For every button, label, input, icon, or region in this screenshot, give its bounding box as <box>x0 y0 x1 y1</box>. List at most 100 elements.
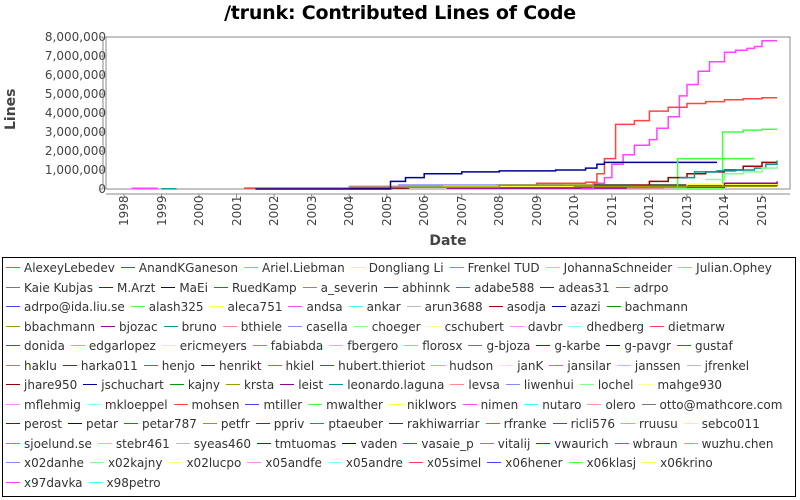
legend-swatch-icon <box>6 462 20 463</box>
legend-swatch-icon <box>83 384 98 385</box>
legend-item: sebco011 <box>683 417 760 431</box>
legend-row: AlexeyLebedev AnandKGaneson Ariel.Liebman D… <box>6 261 778 281</box>
legend-label: janssen <box>634 358 681 373</box>
legend-item: adrpo <box>615 281 668 295</box>
legend-swatch-icon <box>488 306 503 307</box>
y-tick-label: 1,000,000 <box>44 163 106 177</box>
legend-label: adabe588 <box>474 280 535 295</box>
legend-item: x05simel <box>408 456 481 470</box>
legend-swatch-icon <box>173 403 188 405</box>
legend-label: perost <box>24 417 62 431</box>
legend-label: sjoelund.se <box>24 436 92 451</box>
legend-swatch-icon <box>6 306 20 307</box>
legend-label: gustaf <box>694 339 733 353</box>
x-tick-label: 2011 <box>604 195 619 226</box>
legend-label: asodja <box>506 300 546 314</box>
legend-swatch-icon <box>169 384 184 385</box>
legend-item: ankar <box>348 300 401 314</box>
legend-swatch-icon <box>6 384 20 385</box>
legend-label: vasaie_p <box>421 436 474 451</box>
legend-swatch-icon <box>509 325 524 327</box>
legend-swatch-icon <box>329 384 344 385</box>
legend-item: azazi <box>551 300 601 314</box>
x-tick-label: 2004 <box>342 195 357 226</box>
legend-item: x02lucpo <box>168 456 241 470</box>
legend-swatch-icon <box>388 423 403 424</box>
legend-item: wbraun <box>614 437 678 451</box>
legend-label: stebr461 <box>115 436 170 451</box>
legend-swatch-icon <box>6 442 20 444</box>
x-tick-label: 2013 <box>679 195 694 226</box>
plot-area <box>100 36 791 198</box>
legend-label: g-pavgr <box>624 339 671 353</box>
legend-label: AlexeyLebedev <box>24 261 115 275</box>
legend-swatch-icon <box>615 286 630 288</box>
legend-label: ptaeuber <box>328 417 383 431</box>
legend-item: ericmeyers <box>161 339 247 353</box>
legend-item: jhare950 <box>6 378 77 392</box>
legend-swatch-icon <box>222 325 237 327</box>
legend-label: vaden <box>360 436 398 451</box>
legend-swatch-icon <box>288 325 303 327</box>
legend-item: gustaf <box>676 339 733 353</box>
legend-label: petar787 <box>141 417 197 431</box>
legend-label: dietmarw <box>668 319 725 334</box>
legend-swatch-icon <box>6 481 20 483</box>
x-tick-label: 2000 <box>192 195 207 226</box>
legend-item: dhedberg <box>568 320 644 334</box>
legend-label: rruusu <box>639 417 678 431</box>
legend-label: mohsen <box>191 397 240 412</box>
legend-swatch-icon <box>86 403 101 405</box>
legend-swatch-icon <box>98 286 113 288</box>
legend-label: harka011 <box>80 358 138 373</box>
series-line <box>405 184 777 188</box>
y-tick-label: 5,000,000 <box>44 87 106 101</box>
legend-label: x02lucpo <box>186 456 242 470</box>
legend-item: perost <box>6 417 62 431</box>
legend-label: liwenhui <box>523 378 574 392</box>
legend-swatch-icon <box>70 345 85 346</box>
legend-item: wuzhu.chen <box>683 437 774 451</box>
chart-title: /trunk: Contributed Lines of Code <box>224 2 576 24</box>
legend-label: leonardo.laguna <box>347 378 445 392</box>
legend-label: x97davka <box>24 475 83 490</box>
y-tick-label: 3,000,000 <box>44 125 106 139</box>
legend-swatch-icon <box>245 403 260 405</box>
legend-item: mwalther <box>308 398 383 412</box>
legend-swatch-icon <box>524 403 539 405</box>
legend-label: kajny <box>187 378 220 392</box>
legend-label: AnandKGaneson <box>138 261 238 275</box>
legend-swatch-icon <box>641 403 656 405</box>
legend-item: rfranke <box>485 417 547 431</box>
legend-swatch-icon <box>89 462 104 463</box>
x-tick-label: 2010 <box>567 195 582 226</box>
legend-item: RuedKamp <box>213 281 297 295</box>
legend-label: aleca751 <box>227 300 283 314</box>
legend-item: choeger <box>353 320 421 334</box>
legend-swatch-icon <box>130 306 145 307</box>
legend-label: petar <box>85 417 118 431</box>
legend-swatch-icon <box>456 286 471 288</box>
y-tick-label: 7,000,000 <box>44 49 106 63</box>
legend-swatch-icon <box>342 442 357 444</box>
legend-swatch-icon <box>6 286 20 288</box>
legend-swatch-icon <box>536 345 551 346</box>
legend-item: jansilar <box>549 359 611 373</box>
legend-swatch-icon <box>485 423 500 424</box>
legend-item: rakhiwarriar <box>388 417 480 431</box>
legend-swatch-icon <box>606 306 621 307</box>
legend-label: hubert.thieriot <box>338 358 426 373</box>
legend-label: ericmeyers <box>179 339 247 353</box>
legend-item: casella <box>288 320 348 334</box>
legend-swatch-icon <box>568 325 583 327</box>
legend-item: Dongliang Li <box>350 261 444 275</box>
legend-row: x97davka x98petro <box>6 476 167 496</box>
legend-item: adabe588 <box>456 281 534 295</box>
legend-item: petar <box>67 417 118 431</box>
legend-swatch-icon <box>310 423 325 424</box>
legend-row: haklu harka011 henjo henrikt hkiel hubert.thi… <box>6 359 755 379</box>
legend-item: Ariel.Liebman <box>244 261 345 275</box>
y-tick-label: 4,000,000 <box>44 106 106 120</box>
legend-swatch-icon <box>403 442 418 444</box>
legend-label: otto@mathcore.com <box>659 397 783 412</box>
